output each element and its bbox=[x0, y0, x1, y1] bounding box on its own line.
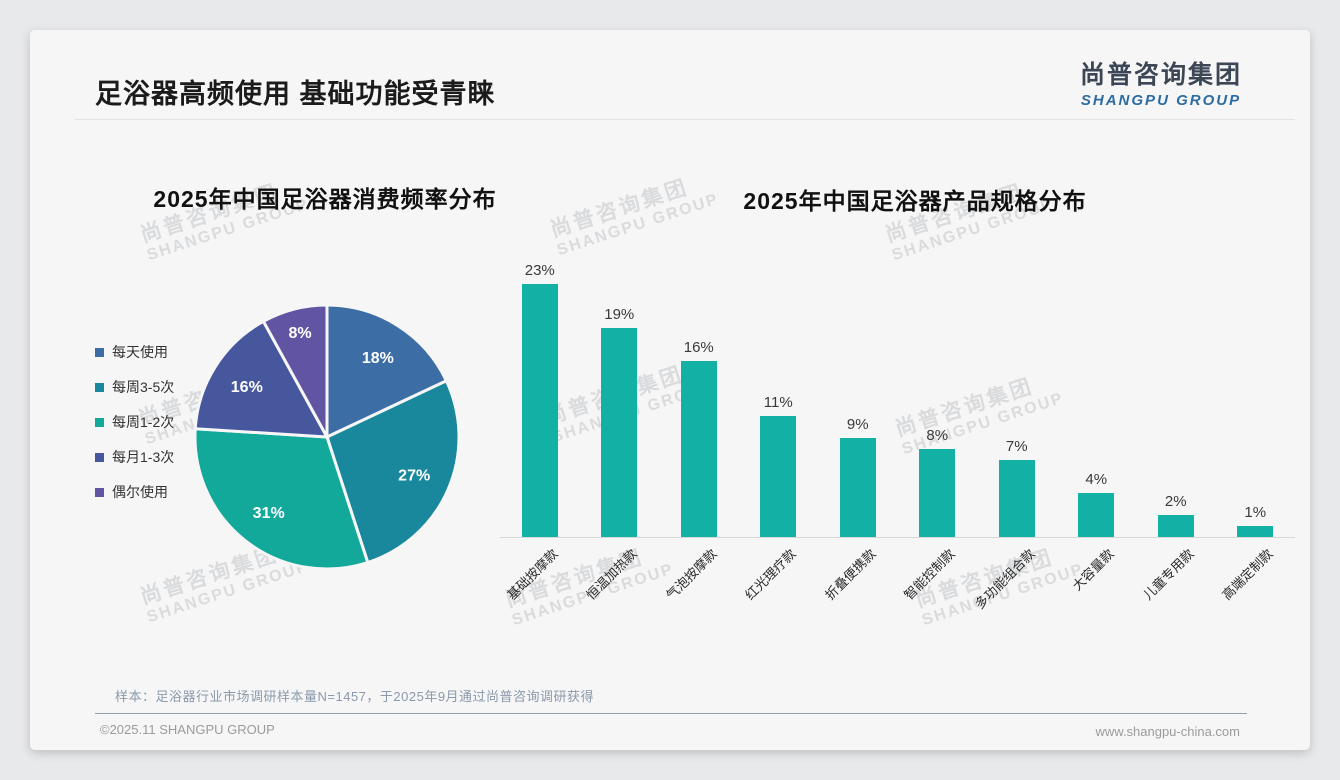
legend-label: 每周1-2次 bbox=[112, 414, 175, 430]
bar-折叠便携款 bbox=[839, 438, 876, 537]
pie-value-label: 27% bbox=[398, 468, 430, 485]
bar-group: 11% bbox=[739, 394, 819, 537]
legend-swatch bbox=[95, 347, 104, 357]
bar-xlabels: 基础按摩款 恒温加热款 气泡按摩款 红光理疗款 折叠便携款 智能控制款 多功能组合款 大容量款… bbox=[500, 538, 1295, 633]
x-axis-tick: 儿童专用款 bbox=[1136, 538, 1216, 633]
page-title: 足浴器高频使用 基础功能受青睐 bbox=[95, 79, 496, 109]
bar-group: 2% bbox=[1136, 493, 1216, 537]
bar-红光理疗款 bbox=[760, 416, 797, 537]
x-axis-tick: 高端定制款 bbox=[1216, 538, 1296, 633]
legend-item: 每天使用 bbox=[95, 342, 174, 362]
bar-group: 7% bbox=[977, 438, 1057, 537]
pie-legend: 每天使用每周3-5次 每周1-2次 每月1-3次 偶尔使用 bbox=[95, 342, 174, 517]
legend-label: 偶尔使用 bbox=[112, 484, 168, 500]
bar-value-label: 2% bbox=[1164, 493, 1187, 510]
bar-chart: 23% 19% 16% 11% 9% 8% 7% 4% 2% 1% 基础按摩款 恒温加热款 气泡按摩款… bbox=[500, 255, 1295, 633]
bar-value-label: 9% bbox=[846, 416, 869, 433]
x-axis-label: 智能控制款 bbox=[901, 546, 958, 603]
x-axis-label: 高端定制款 bbox=[1219, 546, 1276, 603]
x-axis-tick: 折叠便携款 bbox=[818, 538, 898, 633]
pie-chart: 18% 27% 31% 16% 8% bbox=[187, 297, 467, 582]
legend-label: 每天使用 bbox=[112, 344, 168, 360]
legend-swatch bbox=[95, 487, 104, 497]
bar-group: 16% bbox=[659, 339, 739, 537]
sample-footnote: 样本：足浴器行业市场调研样本量N=1457，于2025年9月通过尚普咨询调研获得 bbox=[115, 689, 595, 704]
x-axis-label: 折叠便携款 bbox=[821, 546, 879, 603]
bar-group: 1% bbox=[1216, 504, 1296, 537]
footer-divider bbox=[95, 713, 1247, 714]
bar-智能控制款 bbox=[919, 449, 956, 537]
x-axis-label: 红光理疗款 bbox=[742, 546, 799, 603]
pie-slice-偶尔使用 bbox=[261, 303, 329, 438]
legend-swatch bbox=[95, 417, 104, 427]
legend-item: 每周3-5次 bbox=[95, 377, 174, 397]
bar-大容量款 bbox=[1078, 493, 1115, 537]
title-divider bbox=[75, 119, 1295, 120]
bar-value-label: 8% bbox=[926, 427, 949, 444]
pie-value-label: 8% bbox=[289, 325, 312, 342]
x-axis-label: 恒温加热款 bbox=[583, 546, 640, 603]
pie-slice-每周1-2次 bbox=[193, 427, 370, 571]
x-axis-tick: 多功能组合款 bbox=[972, 538, 1057, 633]
legend-swatch bbox=[95, 382, 104, 392]
x-axis-tick: 大容量款 bbox=[1057, 538, 1137, 633]
bar-group: 19% bbox=[580, 306, 660, 537]
x-axis-tick: 气泡按摩款 bbox=[659, 538, 739, 633]
bar-高端定制款 bbox=[1237, 526, 1274, 537]
x-axis-label: 气泡按摩款 bbox=[662, 546, 720, 603]
bar-value-label: 7% bbox=[1005, 438, 1028, 455]
legend-item: 每周1-2次 bbox=[95, 412, 174, 432]
slide: 尚普咨询集团 SHANGPU GROUP 尚普咨询集团 SHANGPU GROUP 尚普… bbox=[30, 30, 1310, 750]
bar-chart-title: 2025年中国足浴器产品规格分布 bbox=[743, 188, 1087, 214]
bar-group: 23% bbox=[500, 262, 580, 537]
bar-恒温加热款 bbox=[601, 328, 638, 537]
bar-多功能组合款 bbox=[998, 460, 1035, 537]
bars-row: 23% 19% 16% 11% 9% 8% 7% 4% 2% 1% bbox=[500, 255, 1295, 538]
x-axis-label: 多功能组合款 bbox=[971, 546, 1038, 612]
bar-value-label: 23% bbox=[524, 262, 555, 279]
legend-item: 偶尔使用 bbox=[95, 482, 174, 502]
x-axis-tick: 恒温加热款 bbox=[580, 538, 660, 633]
x-axis-label: 大容量款 bbox=[1069, 546, 1117, 594]
legend-swatch bbox=[95, 452, 104, 462]
bar-儿童专用款 bbox=[1157, 515, 1194, 537]
bar-value-label: 11% bbox=[763, 394, 793, 411]
company-logo: 尚普咨询集团 SHANGPU GROUP bbox=[1080, 55, 1242, 109]
x-axis-tick: 基础按摩款 bbox=[500, 538, 580, 633]
bar-group: 9% bbox=[818, 416, 898, 537]
x-axis-label: 儿童专用款 bbox=[1139, 546, 1197, 603]
bar-基础按摩款 bbox=[521, 284, 558, 537]
bar-group: 4% bbox=[1057, 471, 1137, 537]
bar-气泡按摩款 bbox=[680, 361, 717, 537]
legend-label: 每月1-3次 bbox=[112, 449, 175, 465]
x-axis-tick: 红光理疗款 bbox=[739, 538, 819, 633]
footer-website: www.shangpu-china.com bbox=[1095, 724, 1240, 739]
logo-english-name: SHANGPU GROUP bbox=[1080, 92, 1242, 109]
legend-label: 每周3-5次 bbox=[112, 379, 175, 395]
footer-copyright: ©2025.11 SHANGPU GROUP bbox=[100, 722, 275, 737]
pie-svg: 18% 27% 31% 16% 8% bbox=[193, 303, 461, 571]
bar-value-label: 19% bbox=[604, 306, 635, 323]
pie-slice-每月1-3次 bbox=[193, 319, 330, 439]
bar-value-label: 4% bbox=[1085, 471, 1108, 488]
pie-value-label: 18% bbox=[362, 350, 394, 367]
pie-value-label: 31% bbox=[253, 505, 285, 522]
bar-group: 8% bbox=[898, 427, 978, 537]
pie-chart-title: 2025年中国足浴器消费频率分布 bbox=[153, 186, 497, 212]
bar-value-label: 16% bbox=[683, 339, 714, 356]
x-axis-label: 基础按摩款 bbox=[503, 546, 561, 603]
pie-slice-每天使用 bbox=[325, 303, 449, 440]
pie-slice-每周3-5次 bbox=[325, 378, 461, 565]
logo-chinese-name: 尚普咨询集团 bbox=[1079, 61, 1242, 89]
bar-value-label: 1% bbox=[1244, 504, 1267, 521]
pie-value-label: 16% bbox=[231, 379, 263, 396]
legend-item: 每月1-3次 bbox=[95, 447, 174, 467]
x-axis-tick: 智能控制款 bbox=[898, 538, 978, 633]
